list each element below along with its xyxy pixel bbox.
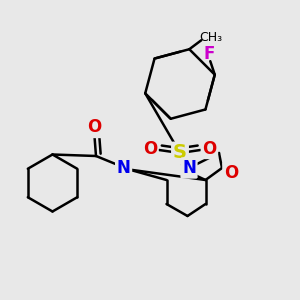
Text: N: N [117, 159, 130, 177]
Text: O: O [224, 164, 238, 181]
Text: CH₃: CH₃ [200, 31, 223, 44]
Text: N: N [182, 159, 196, 177]
Text: O: O [202, 140, 217, 158]
Text: O: O [143, 140, 157, 158]
Text: S: S [173, 143, 187, 163]
Text: F: F [204, 45, 215, 63]
Text: O: O [87, 118, 102, 136]
